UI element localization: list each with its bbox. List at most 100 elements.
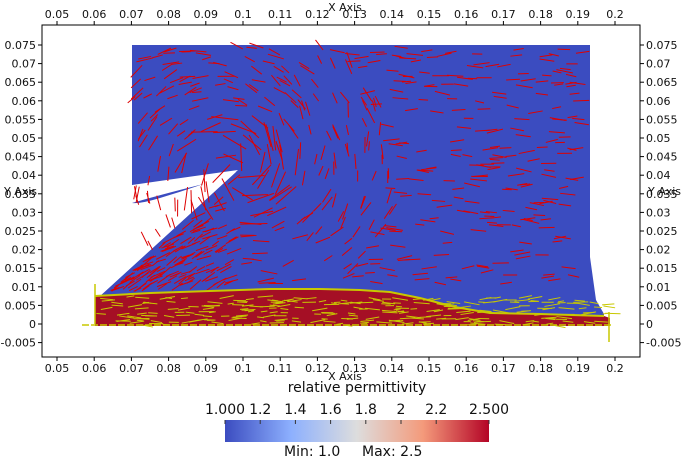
field-vector <box>421 167 437 171</box>
field-vector <box>222 134 247 150</box>
field-vector <box>163 69 178 80</box>
x-tick-label-top: 0.2 <box>606 8 624 21</box>
field-vector <box>430 110 444 114</box>
field-vector <box>354 55 369 60</box>
field-vector <box>267 53 285 60</box>
field-vector-dielectric <box>232 315 247 318</box>
field-vector <box>273 87 286 94</box>
x-tick-label-top: 0.19 <box>566 8 591 21</box>
x-tick-label-top: 0.06 <box>82 8 107 21</box>
field-vector <box>434 281 447 286</box>
field-vector-dielectric <box>111 304 124 307</box>
field-vector <box>150 270 166 278</box>
field-vector-dielectric <box>574 299 585 302</box>
field-vector <box>366 245 380 249</box>
field-vector <box>208 204 219 209</box>
x-tick-label-top: 0.14 <box>380 8 405 21</box>
field-vector-dielectric <box>337 301 353 305</box>
field-vector <box>510 54 523 57</box>
x-axis-title-top: X Axis <box>328 1 362 14</box>
field-vector <box>130 87 144 100</box>
field-vector <box>373 97 377 108</box>
field-vector <box>278 112 285 126</box>
field-vector-dielectric <box>318 300 327 303</box>
field-vector <box>241 262 252 265</box>
field-vector <box>549 117 566 122</box>
field-vector <box>569 92 580 95</box>
field-vector <box>312 93 320 102</box>
field-vector-dielectric <box>499 320 515 325</box>
field-vector <box>156 267 166 272</box>
field-vector-dielectric <box>260 320 267 323</box>
field-vector-dielectric <box>208 311 216 314</box>
field-vector <box>200 217 212 227</box>
y-tick-label-right: 0.045 <box>646 151 678 164</box>
field-vector <box>173 276 187 284</box>
field-vector <box>393 191 408 194</box>
field-vector <box>222 99 239 103</box>
field-vector <box>434 90 451 96</box>
field-vector-dielectric <box>202 315 213 318</box>
field-vector <box>308 124 312 135</box>
field-vector-dielectric <box>589 301 599 305</box>
field-vector <box>137 112 148 124</box>
field-vector-dielectric <box>558 307 575 310</box>
field-vector <box>183 187 189 211</box>
field-vector <box>559 67 571 71</box>
field-vector <box>406 53 424 56</box>
field-vector <box>147 116 158 131</box>
field-vector <box>368 219 375 230</box>
field-vector <box>467 77 478 80</box>
field-vector <box>366 107 376 124</box>
y-tick-label-right: 0.025 <box>646 225 678 238</box>
field-vector-dielectric <box>340 299 348 302</box>
field-vector-dielectric <box>142 301 150 304</box>
field-vector <box>329 57 336 69</box>
field-vector <box>476 265 490 269</box>
colorbar-tick-label: 1.8 <box>355 402 377 418</box>
field-vector <box>299 142 302 159</box>
field-vector <box>113 285 125 291</box>
field-vector <box>224 71 239 79</box>
field-vector <box>510 249 524 253</box>
field-vector <box>159 117 173 126</box>
field-vector <box>247 192 275 204</box>
field-vector <box>115 280 127 287</box>
field-vector <box>266 144 272 165</box>
field-vector <box>561 266 576 270</box>
field-vector-dielectric <box>101 299 116 302</box>
y-tick-label-left: 0.015 <box>5 262 37 275</box>
field-vector <box>548 278 561 282</box>
field-vector <box>173 255 182 264</box>
field-vector <box>183 251 196 259</box>
field-vector <box>203 249 213 255</box>
field-vector <box>200 122 221 132</box>
field-vector-dielectric <box>241 304 254 307</box>
field-vector <box>135 186 140 203</box>
field-vector <box>216 235 228 240</box>
field-vector-dielectric <box>136 319 144 322</box>
field-vector <box>202 227 218 233</box>
x-tick-label-bottom: 0.16 <box>454 362 479 375</box>
field-vector <box>136 57 153 63</box>
field-vector <box>181 153 187 174</box>
field-vector <box>168 275 178 281</box>
field-vector-dielectric <box>546 322 554 325</box>
field-vector <box>133 185 137 200</box>
field-vector <box>453 196 464 200</box>
field-vector <box>301 100 306 111</box>
field-vector <box>541 275 555 279</box>
field-vector <box>490 216 502 219</box>
field-vector <box>482 147 499 151</box>
field-vector <box>390 244 406 248</box>
x-axis-title-bottom: X Axis <box>328 370 362 383</box>
colorbar-labels: 1.000 1.2 1.4 1.6 1.8 2 2.2 2.500 <box>205 402 509 424</box>
field-vector-dielectric <box>244 309 254 312</box>
field-vector <box>179 75 191 83</box>
field-vector <box>233 97 245 100</box>
field-vector <box>195 250 205 258</box>
field-vector <box>360 90 375 95</box>
field-vector-dielectric <box>245 298 254 301</box>
field-vector <box>250 210 274 217</box>
colorbar-tick-label: 2 <box>397 402 406 418</box>
